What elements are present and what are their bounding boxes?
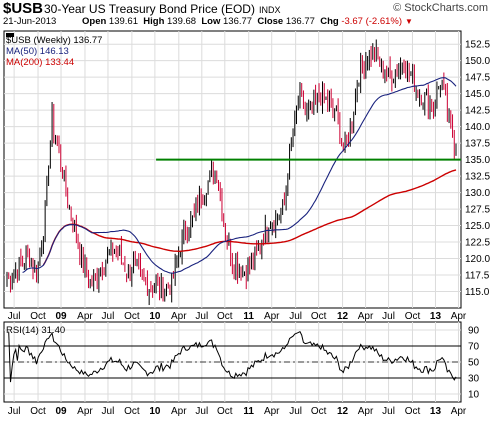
rsi-x-tick-label: Oct (30, 406, 46, 417)
price-x-tick-label: Apr (358, 311, 374, 322)
ma50-line (22, 77, 457, 274)
price-x-tick-label: 13 (430, 311, 442, 322)
rsi-y-axis: 10 30 50 70 90 (468, 326, 480, 401)
high-label: High (143, 16, 165, 27)
price-x-tick-label: Jul (102, 311, 115, 322)
rsi-y-tick-label: 90 (468, 326, 480, 337)
price-y-tick-label: 117.5 (465, 271, 490, 282)
price-x-axis: Jul Oct 09 Apr Jul Oct 10 Apr Jul Oct 11 Apr Jul Oct 1… (8, 311, 467, 322)
price-x-tick-label: Oct (311, 311, 327, 322)
rsi-x-tick-label: Oct (124, 406, 140, 417)
legend-ma50: MA(50) 146.13 (6, 46, 69, 57)
price-y-tick-label: 125.0 (465, 221, 490, 232)
price-x-tick-label: 11 (243, 311, 254, 322)
low-label: Low (201, 16, 221, 27)
rsi-x-tick-label: Oct (405, 406, 421, 417)
price-x-tick-label: Apr (451, 311, 467, 322)
price-x-tick-label: Jul (289, 311, 302, 322)
rsi-x-tick-label: Oct (217, 406, 233, 417)
price-x-tick-label: 10 (149, 311, 161, 322)
price-y-tick-label: 120.0 (465, 254, 490, 265)
legend-rsi: RSI(14) 31.40 (6, 325, 65, 336)
exchange-label: INDX (258, 5, 281, 15)
rsi-x-tick-label: Oct (311, 406, 327, 417)
price-y-tick-label: 150.0 (465, 56, 490, 67)
price-y-tick-label: 152.5 (465, 40, 490, 51)
price-x-tick-label: 12 (337, 311, 349, 322)
date-label: 21-Jun-2013 (3, 16, 57, 27)
rsi-x-tick-label: Jul (102, 406, 115, 417)
legend-ma200: MA(200) 133.44 (6, 57, 74, 68)
price-x-tick-label: Apr (171, 311, 187, 322)
rsi-line (8, 331, 457, 383)
legend-swatch-price (6, 33, 14, 37)
rsi-x-tick-label: 11 (243, 406, 254, 417)
price-x-tick-label: 09 (55, 311, 67, 322)
rsi-x-axis: Jul Oct 09 Apr Jul Oct 10 Apr Jul Oct 11 Apr Jul Oct 1… (8, 406, 467, 417)
rsi-x-tick-label: Jul (8, 406, 21, 417)
ma200-line (42, 169, 457, 266)
price-y-tick-label: 130.0 (465, 188, 490, 199)
rsi-y-tick-label: 30 (468, 374, 480, 385)
symbol-label: $USB (3, 0, 44, 17)
down-triangle-icon: ▼ (405, 17, 413, 26)
rsi-y-tick-label: 70 (468, 342, 480, 353)
rsi-x-tick-label: 13 (430, 406, 442, 417)
price-y-tick-label: 137.5 (465, 139, 490, 150)
close-value: 136.77 (285, 16, 315, 27)
price-y-tick-label: 127.5 (465, 205, 490, 216)
price-y-tick-label: 115.0 (465, 287, 490, 298)
price-y-tick-label: 142.5 (465, 106, 490, 117)
rsi-x-tick-label: 09 (55, 406, 67, 417)
open-label: Open (82, 16, 107, 27)
rsi-y-tick-label: 10 (468, 390, 480, 401)
legend-price: $USB (Weekly) 136.77 (6, 35, 102, 46)
rsi-x-tick-label: 10 (149, 406, 161, 417)
close-label: Close (257, 16, 284, 27)
price-x-tick-label: Oct (405, 311, 421, 322)
chg-label: Chg (320, 16, 339, 27)
price-x-tick-label: Apr (77, 311, 93, 322)
chg-value: -3.67 (-2.61%) (341, 16, 403, 27)
open-value: 139.61 (108, 16, 138, 27)
price-legend: $USB (Weekly) 136.77 MA(50) 146.13 MA(20… (6, 33, 102, 68)
price-y-axis: 115.0 117.5 120.0 122.5 125.0 127.5 130.0 132.5… (465, 40, 490, 298)
price-y-tick-label: 140.0 (465, 122, 490, 133)
price-y-tick-label: 132.5 (465, 172, 490, 183)
price-y-tick-label: 135.0 (465, 155, 490, 166)
price-y-tick-label: 147.5 (465, 73, 490, 84)
rsi-x-tick-label: Jul (289, 406, 302, 417)
price-x-tick-label: Apr (264, 311, 280, 322)
price-x-tick-label: Oct (30, 311, 46, 322)
rsi-x-tick-label: Apr (264, 406, 280, 417)
price-x-tick-label: Oct (124, 311, 140, 322)
title-text: 30-Year US Treasury Bond Price (EOD) (44, 2, 255, 16)
rsi-reference-lines (4, 345, 461, 379)
rsi-x-tick-label: 12 (337, 406, 349, 417)
price-y-tick-label: 145.0 (465, 89, 490, 100)
rsi-y-tick-label: 50 (468, 358, 480, 369)
high-value: 139.68 (167, 16, 197, 27)
rsi-x-tick-label: Apr (171, 406, 187, 417)
rsi-x-tick-label: Jul (382, 406, 395, 417)
ohlc-readout: Open 139.61 High 139.68 Low 136.77 Close… (82, 16, 413, 27)
price-x-tick-label: Jul (195, 311, 208, 322)
price-x-tick-label: Oct (217, 311, 233, 322)
rsi-x-tick-label: Apr (451, 406, 467, 417)
rsi-x-tick-label: Apr (77, 406, 93, 417)
low-value: 136.77 (223, 16, 253, 27)
rsi-x-tick-label: Apr (358, 406, 374, 417)
price-x-tick-label: Jul (382, 311, 395, 322)
chart-header: $USB 30-Year US Treasury Bond Price (EOD… (0, 0, 494, 30)
brand-label: © StockCharts.com (393, 2, 488, 14)
price-y-tick-label: 122.5 (465, 238, 490, 249)
price-x-tick-label: Jul (8, 311, 21, 322)
price-bars (6, 39, 457, 306)
rsi-x-tick-label: Jul (195, 406, 208, 417)
chart-title: 30-Year US Treasury Bond Price (EOD) INDX (44, 2, 281, 16)
